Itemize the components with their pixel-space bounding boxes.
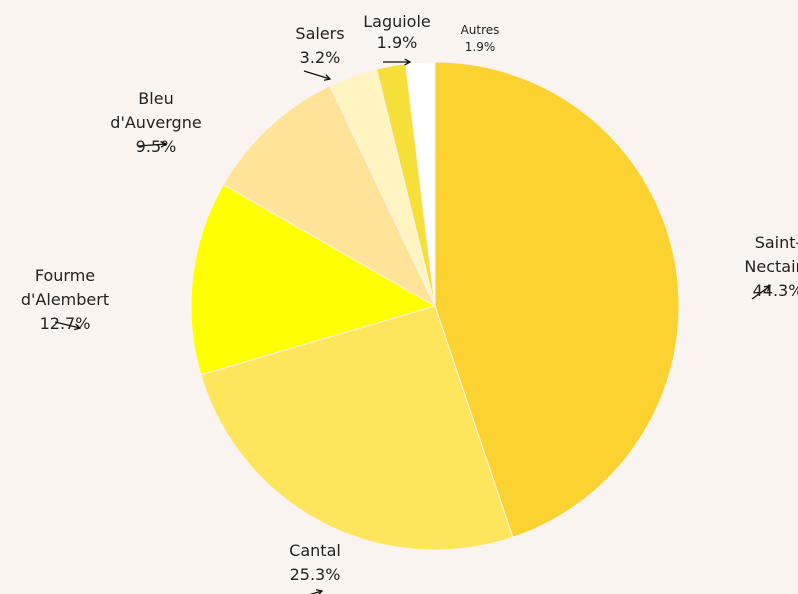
slice-value-text: 1.9% [465,40,496,54]
pie-slice-cantal [200,305,514,551]
leader-lines [54,58,772,594]
slice-label-line: d'Alembert [21,290,109,309]
slice-label-line: Bleu [138,89,173,108]
slice-labels: Saint- Nectaire 44.3% Cantal 25.3% Fourme d'Al… [21,12,798,584]
pie-slice-bleu-d-auvergne [222,85,437,308]
slice-label-line: Autres [461,23,500,37]
slice-value-text: 44.3% [753,281,798,300]
slice-label-cantal: Cantal 25.3% [289,541,341,584]
slice-label-line: Fourme [35,266,95,285]
slice-label-line: Saint- [755,233,798,252]
pie-slices [190,61,680,551]
slice-label-line: Laguiole [363,12,431,31]
leader-arrow-bleu-d-auvergne [137,140,168,148]
slice-label-autres: Autres 1.9% [461,23,500,54]
slice-label-salers: Salers 3.2% [295,24,344,67]
leader-arrow-laguiole [383,58,412,66]
leader-arrow-cantal [309,589,324,594]
slice-label-line: Nectaire [744,257,798,276]
slice-label-laguiole: Laguiole 1.9% [363,12,431,52]
slice-label-bleu-d-auvergne: Bleu d'Auvergne 9.5% [110,89,201,156]
slice-value-text: 25.3% [290,565,341,584]
pie-slice-saint-nectaire [434,61,680,538]
slice-label-line: Salers [295,24,344,43]
slice-value-text: 12.7% [40,314,91,333]
leader-arrow-fourme-d-alembert [54,321,82,331]
slice-label-fourme-d-alembert: Fourme d'Alembert 12.7% [21,266,109,333]
slice-label-saint-nectaire: Saint- Nectaire 44.3% [744,233,798,300]
pie-slice-fourme-d-alembert [190,183,437,376]
leader-arrow-salers [303,70,332,81]
slice-label-line: Cantal [289,541,341,560]
slice-value-text: 3.2% [300,48,341,67]
slice-label-line: d'Auvergne [110,113,201,132]
leader-arrow-saint-nectaire [751,285,772,300]
slice-value-text: 1.9% [377,33,418,52]
slice-value-text: 9.5% [136,137,177,156]
